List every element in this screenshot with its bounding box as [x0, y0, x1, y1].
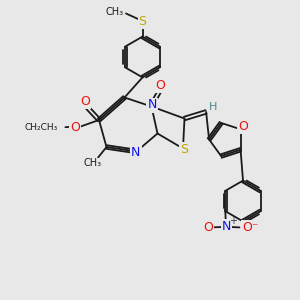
Text: CH₃: CH₃ [106, 7, 124, 17]
Text: H: H [208, 101, 217, 112]
Text: O: O [80, 94, 90, 108]
Text: S: S [139, 14, 146, 28]
Text: N: N [222, 220, 231, 233]
Text: O⁻: O⁻ [242, 221, 258, 234]
Text: S: S [181, 142, 188, 156]
Text: N: N [147, 98, 157, 112]
Text: O: O [204, 221, 214, 234]
Text: +: + [229, 216, 236, 226]
Text: O: O [156, 79, 165, 92]
Text: O: O [238, 120, 248, 133]
Text: CH₃: CH₃ [83, 158, 101, 169]
Text: O: O [70, 121, 80, 134]
Text: N: N [131, 146, 141, 159]
Text: CH₂CH₃: CH₂CH₃ [24, 123, 57, 132]
